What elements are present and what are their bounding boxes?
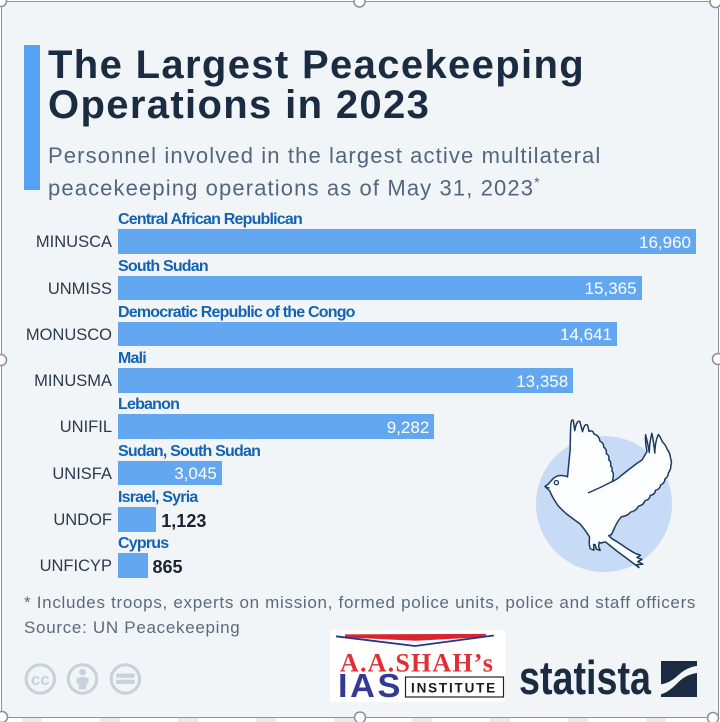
svg-text:A.A.SHAH’s: A.A.SHAH’s [340, 648, 494, 677]
svg-text:cc: cc [31, 670, 50, 689]
svg-text:IAS: IAS [338, 669, 403, 702]
svg-text:INSTITUTE: INSTITUTE [411, 681, 497, 696]
svg-text:statista: statista [519, 651, 652, 700]
